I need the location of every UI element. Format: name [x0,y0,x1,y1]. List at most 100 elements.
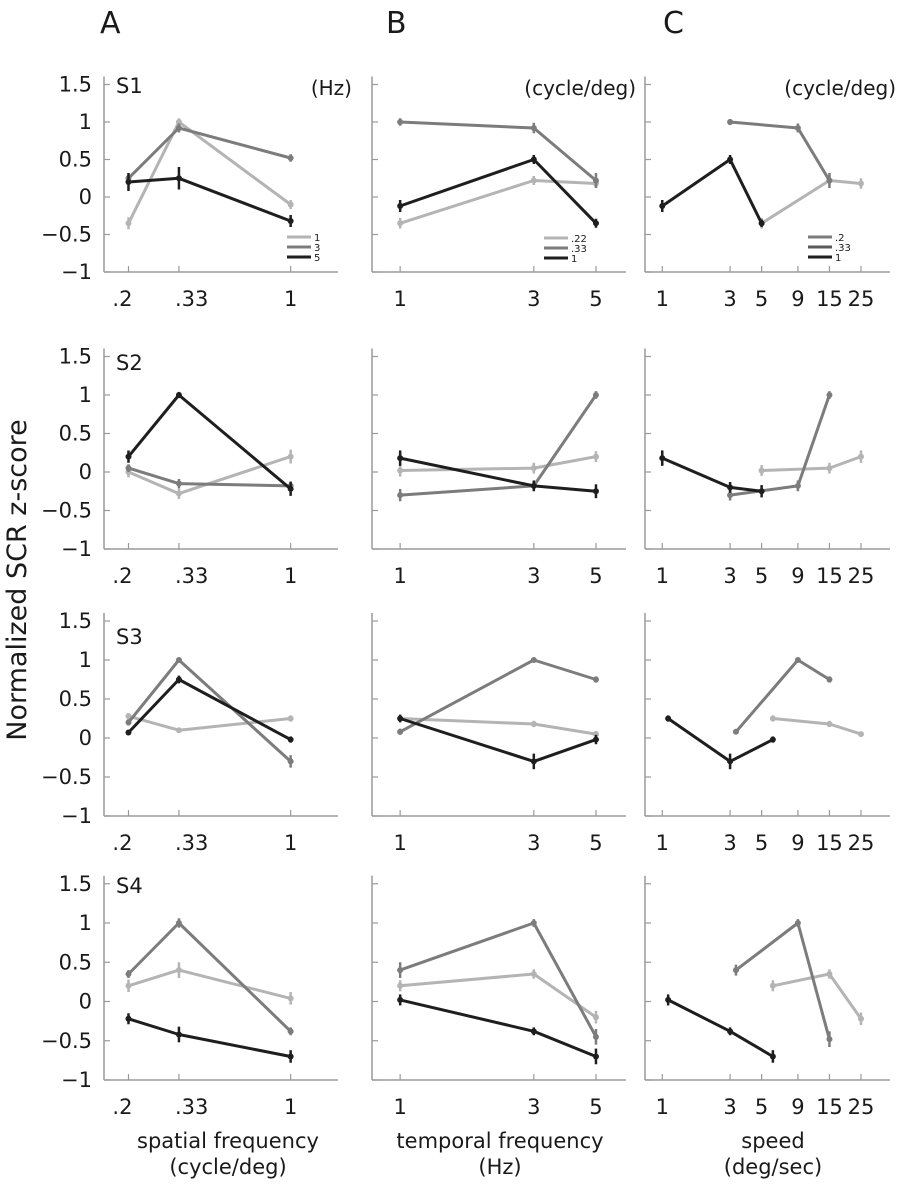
panel-s3-c-series-1-point [794,657,801,663]
unit-label-b: (cycle/deg) [524,76,636,100]
panel-s2-c-series-1-line [729,394,831,497]
panel-s1-a-x-tick-label: 1 [284,287,297,311]
panel-s3-c-series-2-line [667,717,774,763]
panel-s2-b-x-tick-label: 3 [527,564,540,588]
panel-s4-a-y-tick-label: −0.5 [41,1029,92,1053]
legend-c-label-0: .2 [835,233,845,244]
panel-s1-a-series-1-line [127,126,291,180]
panel-s3-b-series-0-point [530,720,537,727]
panel-s3-a-y-tick-label: 0 [79,726,92,750]
panel-s4-a-series-1-point [175,920,182,926]
panel-s4-b-series-1-point [592,1033,599,1040]
panel-s1-a-series-2-point [175,175,182,182]
y-axis-label: Normalized SCR z-score [2,419,33,741]
panel-s2-c-series-2-point [727,484,734,491]
panel-s4-c-x-tick-label: 3 [723,1095,736,1119]
panel-s4-b-series-1-line [399,921,598,1038]
panel-s2-c-x-tick-label: 25 [848,564,875,588]
panel-s1-b-x-tick-label: 1 [393,287,406,311]
panel-s2-b-series-2-point [397,455,404,462]
panel-s3-c-series-1-point [732,728,739,735]
unit-label-c: (cycle/deg) [784,76,896,100]
panel-s3-a-x-tick-label: .2 [112,831,132,855]
x-axis-label-b-line2: (Hz) [478,1155,521,1179]
panel-s3-b-x-tick-label: 1 [393,831,406,855]
panel-s3-a-y-tick-label: 1.5 [59,609,92,633]
panel-letter-b: B [386,6,407,41]
panel-s4-c-series-1-line [735,921,831,1040]
panel-s1-a-series-2-point [125,179,132,185]
panel-s3-b-series-2-point [397,715,404,722]
panel-s2-b-series-1-line [399,394,598,497]
panel-s1-a-series-1-point [175,125,182,131]
panel-s3-a-x-tick-label: 1 [284,831,297,855]
panel-s4-c-x-tick-label: 1 [656,1095,669,1119]
panel-s2-a-y-tick-label: 0.5 [59,422,92,446]
panel-s4-a-y-tick-label: 1 [79,911,92,935]
panel-s2-a-series-2-point [125,453,132,460]
panel-s1-b-series-1-point [530,125,537,131]
panel-s3-b-series-2-line [399,717,597,763]
panel-s2-c-x-tick-label: 9 [791,564,804,588]
panel-s1-a: −1 −0.5 0 0.5 1 1.5 .2 .33 1 [41,73,338,311]
panel-s4-a-y-tick-label: 1.5 [59,872,92,896]
unit-label-a: (Hz) [311,76,352,100]
panel-s2-c-series-0-point [826,465,833,472]
panel-s4-c-series-2-point [769,1053,776,1060]
panel-s4-a-y-tick-label: 0 [79,990,92,1014]
panel-s4-b: 1 3 5 [371,875,626,1119]
panel-s3-a-y-tick-label: −1 [61,804,92,828]
panel-s3-c-series-2-point [665,715,672,722]
panel-s1-b-x-tick-label: 5 [589,287,602,311]
panel-s4-b-series-2-point [397,996,404,1003]
panel-s3-c-series-0-point [769,715,776,722]
panel-s1-c-series-2-point [758,220,765,227]
panel-s1-c-x-tick-label: 25 [848,287,875,311]
legend-c: .2 .33 1 [808,233,851,264]
panel-s2-a-x-tick-label: 1 [284,564,297,588]
subject-label-s1: S1 [116,74,143,98]
panel-s3-a-series-1-point [125,719,132,726]
panel-s4-c-x-tick-label: 25 [848,1095,875,1119]
panel-s1-b: 1 3 5 [371,76,626,311]
subject-label-s2: S2 [116,351,143,375]
panel-s4-b-series-1-point [397,967,404,974]
panel-s2-b-x-tick-label: 1 [393,564,406,588]
panel-letter-a: A [100,6,121,41]
panel-s2-c-series-1-point [794,482,801,489]
panel-s3-a-y-tick-label: 1 [79,648,92,672]
panel-s3-a-series-2-point [287,736,294,743]
panel-s3-c-x-tick-label: 15 [816,831,843,855]
x-axis-label-a-line2: (cycle/deg) [169,1155,286,1179]
panel-s3-b-x-tick-label: 5 [589,831,602,855]
panel-s3-c-x-tick-label: 25 [848,831,875,855]
panel-s4-b-x-tick-label: 1 [393,1095,406,1119]
panel-s4-a-series-0-point [175,967,182,974]
panel-s1-b-series-1-point [397,119,404,125]
panel-s3-a-series-2-point [125,729,132,736]
panel-s4-c-series-2-point [665,996,672,1003]
panel-s1-c-series-2-point [659,203,666,209]
panel-s2-a-series-0-point [287,453,294,460]
legend-a: 1 3 5 [287,233,320,264]
panel-s2-a-y-tick-label: −1 [61,537,92,561]
panel-s3-a-x-tick-label: .33 [175,831,208,855]
panel-s2-a-series-1-point [175,480,182,487]
panel-s4-b-series-0-point [530,971,537,978]
panel-s4-b-x-tick-label: 5 [589,1095,602,1119]
panel-s3-c-x-tick-label: 1 [656,831,669,855]
panel-s4-b-series-0-point [592,1014,599,1021]
panel-s1-b-series-2-point [530,156,537,163]
panel-s1-a-series-2-point [287,218,294,224]
panel-s4-c-series-2-line [667,998,774,1058]
panel-s2-a: −1 −0.5 0 0.5 1 1.5 .2 .33 1 [41,345,338,588]
panel-s2-b: 1 3 5 [371,348,626,588]
panel-s3-c-series-1-point [826,676,833,683]
panel-s4-b-x-tick-label: 3 [527,1095,540,1119]
panel-s4-a: −1 −0.5 0 0.5 1 1.5 .2 .33 1 [41,872,338,1119]
legend-b: .22 .33 1 [544,234,587,265]
panel-s2-b-x-tick-label: 5 [589,564,602,588]
panel-s4-a-series-0-line [128,968,291,1000]
panel-s1-b-series-0-line [399,179,597,225]
panel-s1-a-y-tick-label: 1 [79,110,92,134]
